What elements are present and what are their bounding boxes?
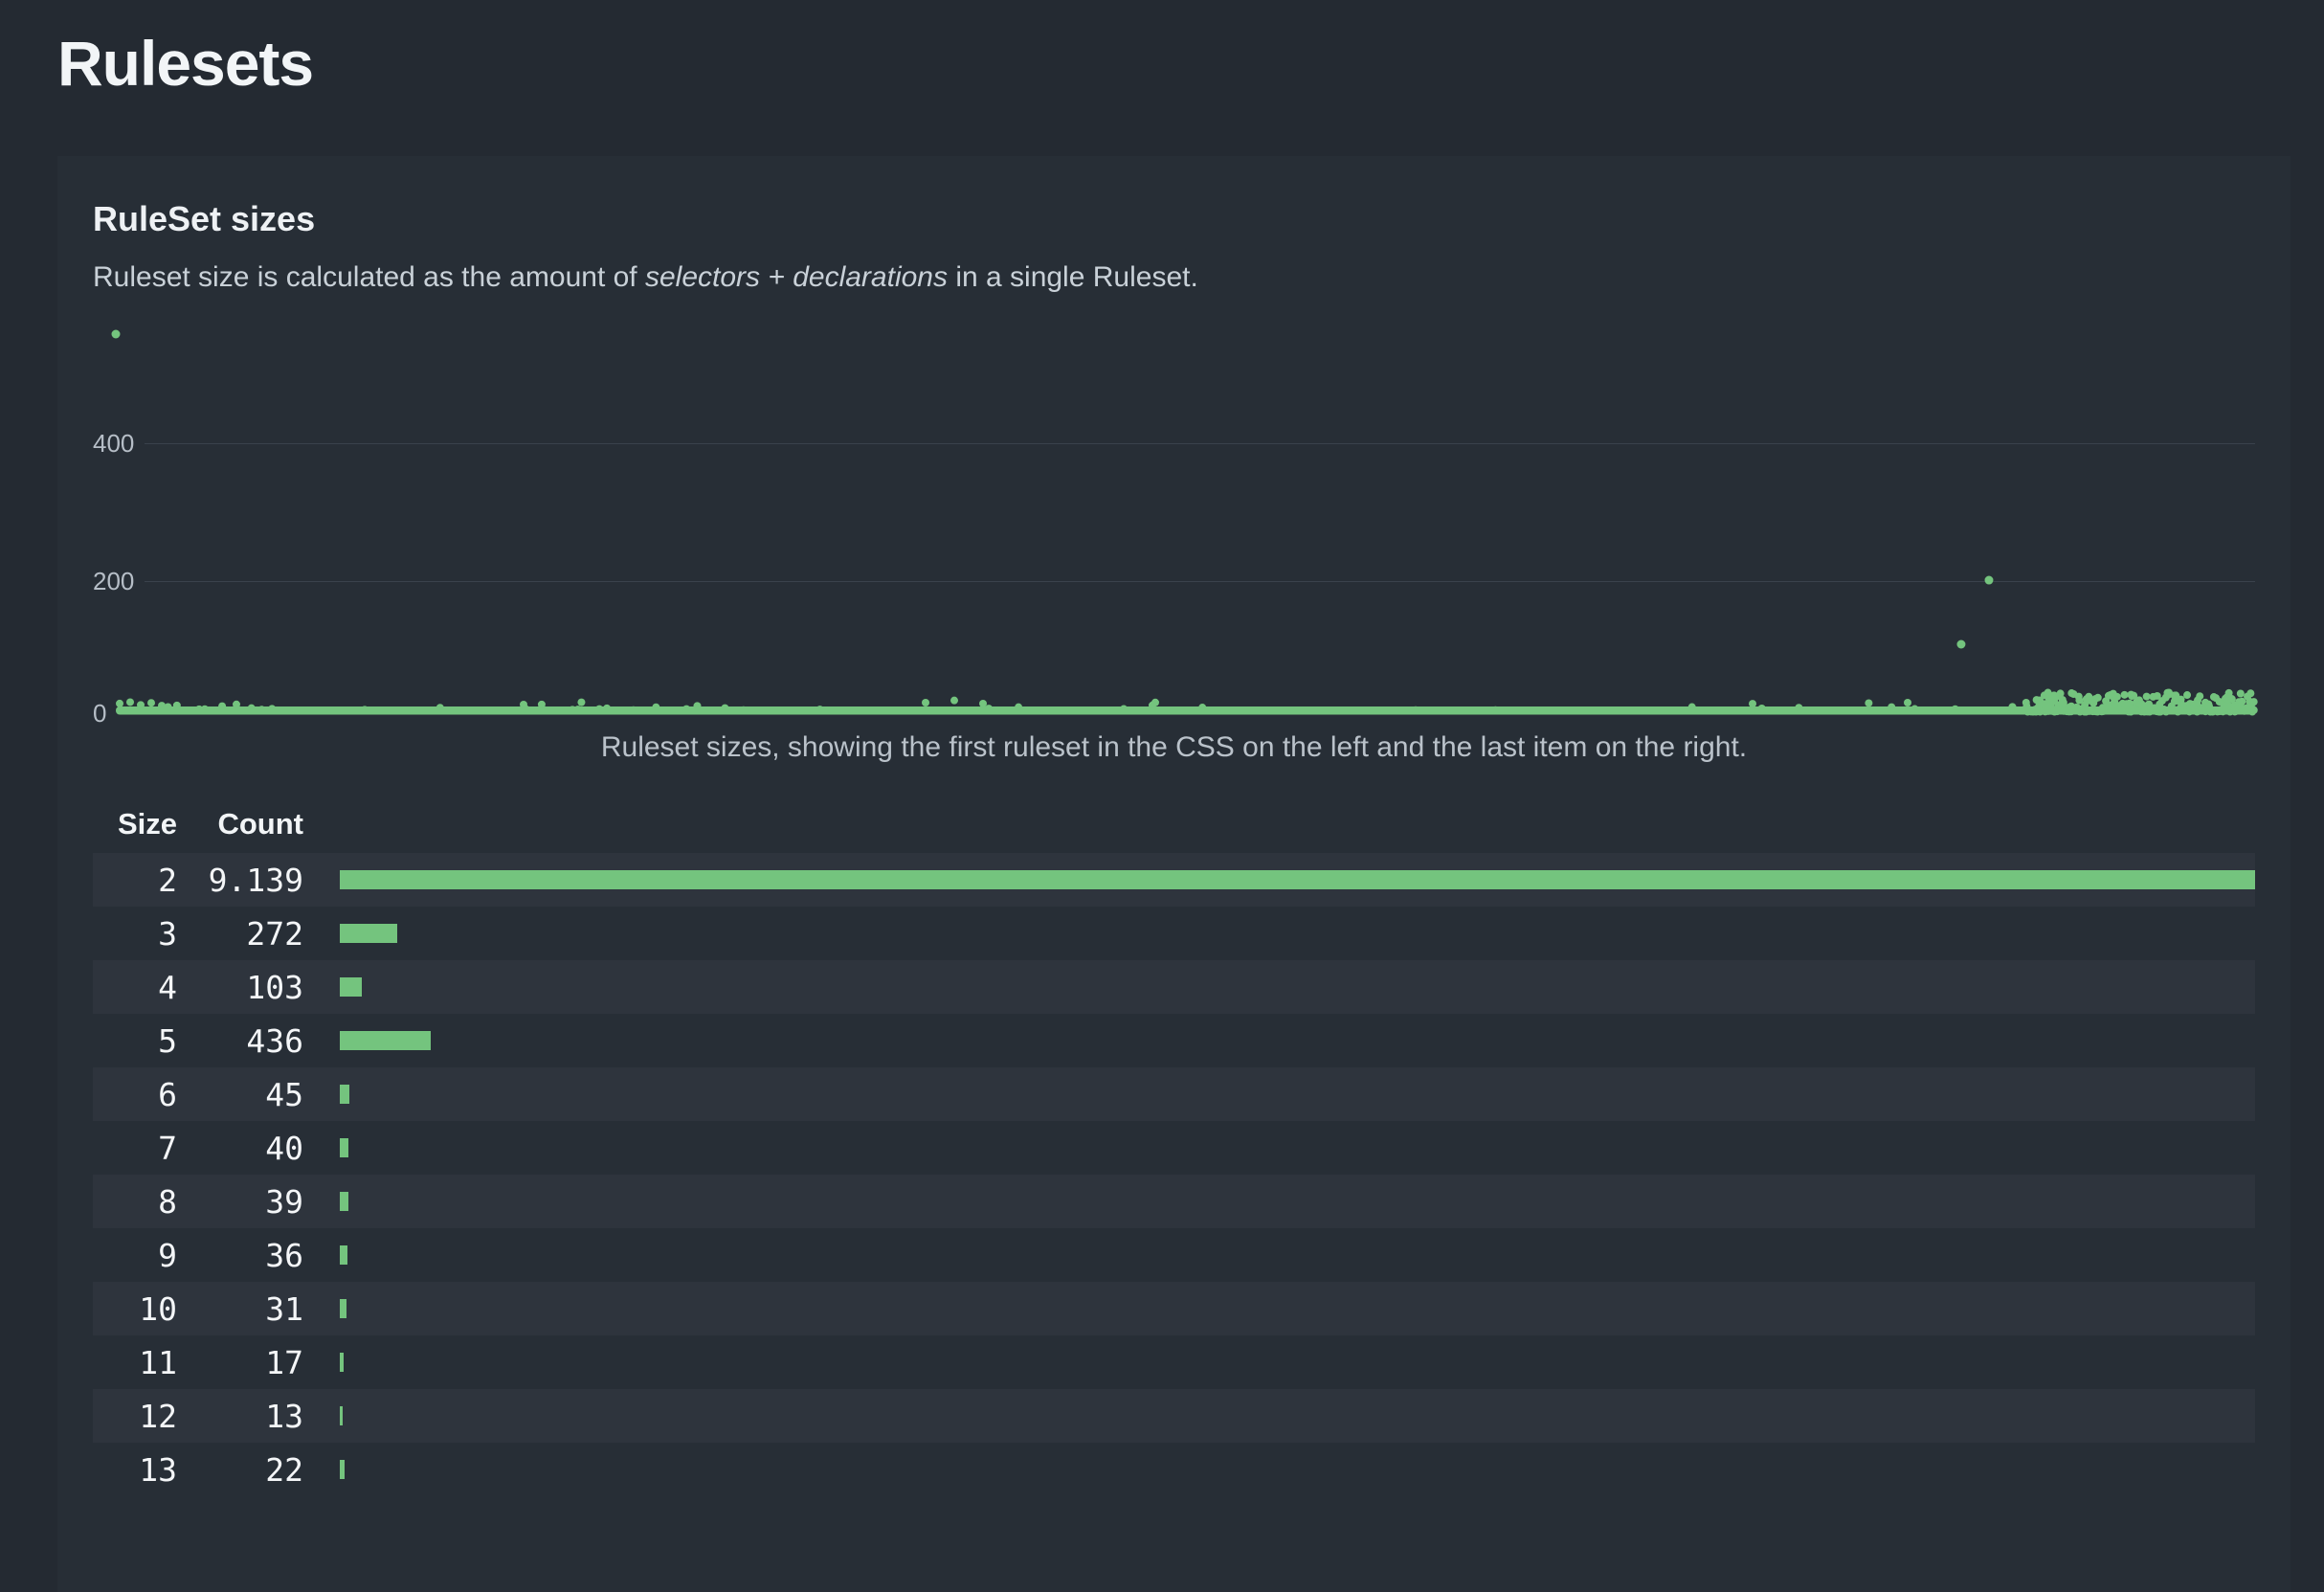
table-row: 2 9.139	[93, 853, 2255, 908]
count-bar-cell	[303, 1245, 2255, 1266]
page-title: Rulesets	[57, 28, 314, 99]
count-bar	[340, 870, 2255, 890]
size-column-header: Size	[117, 807, 177, 841]
count-bar-cell	[303, 870, 2255, 890]
count-cell: 45	[265, 1075, 303, 1113]
scatter-plot	[111, 329, 2258, 716]
chart-caption: Ruleset sizes, showing the first ruleset…	[600, 731, 1748, 764]
size-cell: 2	[158, 861, 177, 899]
table-row: 12 13	[93, 1389, 2255, 1444]
y-axis-tick-0: 0	[93, 699, 107, 729]
count-bar	[340, 1299, 346, 1319]
size-cell: 9	[158, 1236, 177, 1274]
count-bar	[340, 1460, 345, 1480]
count-cell: 39	[265, 1182, 303, 1221]
card-title: RuleSet sizes	[93, 199, 316, 238]
count-bar	[340, 924, 397, 944]
description-italic: selectors + declarations	[644, 261, 948, 294]
size-cell: 6	[158, 1075, 177, 1113]
table-row: 4 103	[93, 960, 2255, 1015]
count-bar-cell	[303, 1085, 2255, 1105]
size-cell: 7	[158, 1129, 177, 1167]
y-axis-tick-200: 200	[93, 567, 135, 596]
count-bar	[340, 1245, 347, 1266]
table-row: 6 45	[93, 1067, 2255, 1122]
table-header-row: Size Count	[93, 796, 2255, 853]
gridline-200	[145, 581, 2255, 583]
count-bar-cell	[303, 1138, 2255, 1158]
count-bar-cell	[303, 924, 2255, 944]
gridline-400	[145, 443, 2255, 445]
count-cell: 36	[265, 1236, 303, 1274]
table-row: 9 36	[93, 1228, 2255, 1282]
size-cell: 12	[139, 1397, 177, 1435]
size-cell: 8	[158, 1182, 177, 1221]
count-bar-cell	[303, 1192, 2255, 1212]
count-column-header: Count	[217, 807, 303, 841]
count-cell: 40	[265, 1129, 303, 1167]
table-row: 8 39	[93, 1175, 2255, 1229]
table-row: 10 31	[93, 1282, 2255, 1336]
ruleset-sizes-chart: 400 200 0	[93, 318, 2258, 729]
count-bar	[340, 1085, 349, 1105]
count-cell: 103	[246, 968, 303, 1006]
count-cell: 13	[265, 1397, 303, 1435]
count-bar	[340, 1192, 348, 1212]
table-row: 7 40	[93, 1121, 2255, 1175]
count-bar-cell	[303, 1406, 2255, 1426]
ruleset-sizes-card: RuleSet sizes Ruleset size is calculated…	[57, 156, 2290, 1592]
size-cell: 4	[158, 968, 177, 1006]
count-cell: 436	[246, 1021, 303, 1060]
count-bar	[340, 1031, 432, 1051]
ruleset-table-body: 2 9.139 3 272 4 103 5 436 6 45 7 40 8 39 9 36 10 31 11 17 12…	[93, 853, 2255, 1496]
count-bar-cell	[303, 1299, 2255, 1319]
count-bar	[340, 977, 362, 998]
y-axis-tick-400: 400	[93, 429, 135, 459]
table-row: 5 436	[93, 1014, 2255, 1067]
count-bar-cell	[303, 977, 2255, 998]
size-cell: 13	[139, 1450, 177, 1489]
count-bar-cell	[303, 1353, 2255, 1373]
size-cell: 5	[158, 1021, 177, 1060]
count-cell: 272	[246, 914, 303, 953]
size-cell: 11	[139, 1343, 177, 1381]
count-bar	[340, 1353, 344, 1373]
count-bar-cell	[303, 1460, 2255, 1480]
description-prefix: Ruleset size is calculated as the amount…	[93, 261, 645, 294]
count-cell: 22	[265, 1450, 303, 1489]
description-suffix: in a single Ruleset.	[947, 261, 1198, 294]
count-cell: 9.139	[208, 861, 303, 899]
card-description: Ruleset size is calculated as the amount…	[93, 260, 2255, 295]
count-bar-cell	[303, 1031, 2255, 1051]
count-bar	[340, 1138, 348, 1158]
table-row: 13 22	[93, 1443, 2255, 1496]
ruleset-size-table: Size Count 2 9.139 3 272 4 103 5 436 6 45 7 40 8 39 9 3…	[93, 796, 2255, 1496]
size-cell: 3	[158, 914, 177, 953]
size-cell: 10	[139, 1289, 177, 1328]
count-cell: 17	[265, 1343, 303, 1381]
table-row: 3 272	[93, 907, 2255, 960]
count-cell: 31	[265, 1289, 303, 1328]
count-bar	[340, 1406, 343, 1426]
table-row: 11 17	[93, 1335, 2255, 1389]
